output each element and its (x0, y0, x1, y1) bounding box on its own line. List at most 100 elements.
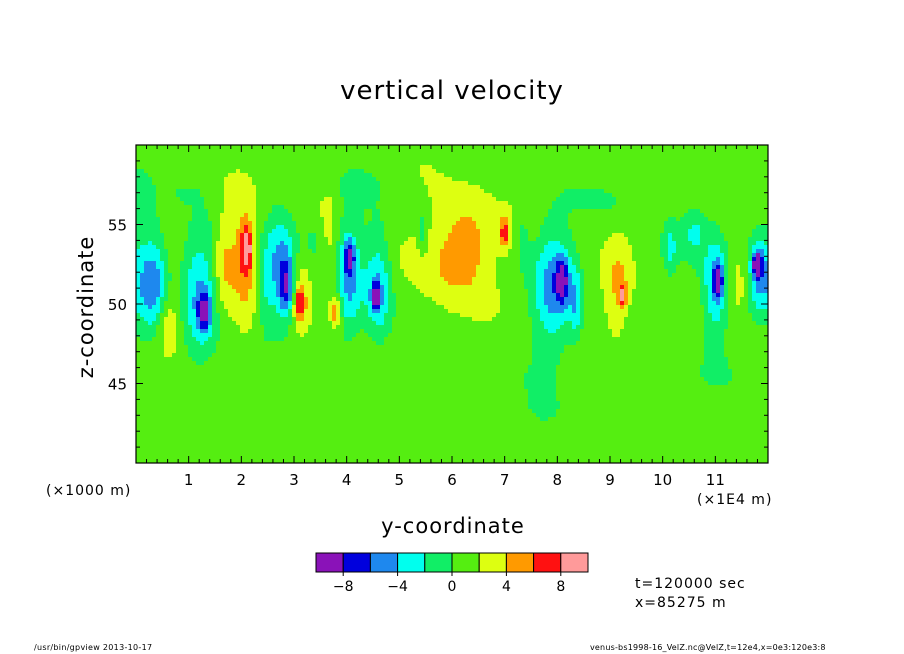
contour-cell (296, 305, 305, 310)
contour-cell (208, 321, 213, 326)
contour-cell (248, 253, 253, 258)
contour-cell (480, 257, 497, 262)
contour-cell (208, 329, 213, 334)
contour-cell (180, 293, 189, 298)
contour-cell (752, 229, 769, 234)
contour-cell (712, 293, 717, 298)
contour-cell (224, 253, 241, 258)
contour-cell (604, 309, 629, 314)
contour-cell (164, 353, 173, 358)
contour-cell (420, 169, 437, 174)
contour-cell (224, 269, 241, 274)
contour-cell (560, 193, 613, 198)
contour-cell (288, 269, 293, 274)
contour-cell (136, 349, 165, 354)
contour-cell (572, 257, 581, 262)
contour-cell (172, 273, 181, 278)
contour-cell (748, 289, 753, 294)
contour-cell (348, 245, 353, 250)
contour-cell (568, 213, 685, 218)
contour-cell (748, 309, 769, 314)
contour-cell (556, 281, 569, 286)
contour-cell (260, 289, 265, 294)
contour-cell (252, 325, 265, 330)
contour-cell (364, 209, 373, 214)
contour-cell (184, 329, 193, 334)
contour-cell (184, 325, 193, 330)
contour-cell (160, 301, 165, 306)
contour-cell (664, 261, 681, 266)
contour-cell (136, 445, 769, 450)
contour-cell (308, 273, 337, 278)
contour-cell (216, 297, 221, 302)
contour-cell (292, 321, 297, 326)
contour-cell (300, 237, 309, 242)
contour-cell (136, 189, 157, 194)
contour-cell (240, 265, 253, 270)
contour-cell (764, 261, 769, 266)
contour-cell (376, 253, 381, 258)
contour-cell (356, 261, 361, 266)
contour-cell (208, 261, 213, 266)
contour-cell (260, 237, 269, 242)
contour-cell (164, 281, 169, 286)
contour-cell (236, 237, 241, 242)
contour-cell (624, 325, 705, 330)
contour-cell (756, 289, 769, 294)
contour-cell (240, 221, 253, 226)
contour-cell (740, 297, 749, 302)
colorbar-tick-label: −4 (387, 579, 408, 595)
contour-cell (728, 285, 737, 290)
contour-cell (168, 253, 185, 258)
contour-cell (176, 321, 185, 326)
contour-cell (160, 253, 169, 258)
contour-cell (572, 277, 581, 282)
contour-cell (140, 337, 153, 342)
contour-cell (380, 305, 389, 310)
contour-cell (428, 249, 441, 254)
contour-cell (256, 209, 273, 214)
contour-cell (176, 325, 185, 330)
contour-cell (388, 253, 401, 258)
contour-cell (672, 273, 697, 278)
contour-cell (340, 273, 345, 278)
contour-cell (256, 225, 265, 230)
contour-cell (320, 201, 333, 206)
contour-cell (564, 245, 577, 250)
contour-cell (220, 225, 241, 230)
contour-cell (332, 317, 337, 322)
contour-cell (540, 225, 569, 230)
contour-cell (324, 217, 333, 222)
contour-cell (304, 313, 313, 318)
contour-cell (636, 265, 665, 270)
contour-cell (152, 177, 225, 182)
contour-cell (700, 285, 709, 290)
contour-cell (256, 233, 261, 238)
contour-cell (280, 301, 289, 306)
contour-cell (176, 193, 201, 198)
contour-cell (728, 365, 769, 370)
contour-cell (388, 297, 397, 302)
contour-cell (168, 281, 181, 286)
contour-cell (164, 269, 169, 274)
contour-cell (428, 185, 481, 190)
contour-cell (172, 309, 181, 314)
contour-cell (244, 241, 249, 246)
contour-cell (228, 173, 249, 178)
contour-cell (500, 305, 529, 310)
contour-cell (160, 249, 169, 254)
contour-cell (168, 289, 181, 294)
contour-cell (736, 269, 741, 274)
contour-cell (180, 289, 189, 294)
contour-cell (180, 301, 189, 306)
contour-cell (200, 293, 209, 298)
contour-cell (572, 229, 665, 234)
contour-cell (704, 257, 717, 262)
contour-cell (556, 293, 561, 298)
contour-cell (336, 309, 341, 314)
contour-cell (280, 261, 289, 266)
contour-cell (580, 317, 585, 322)
contour-cell (252, 253, 257, 258)
contour-cell (536, 285, 545, 290)
contour-cell (720, 229, 753, 234)
